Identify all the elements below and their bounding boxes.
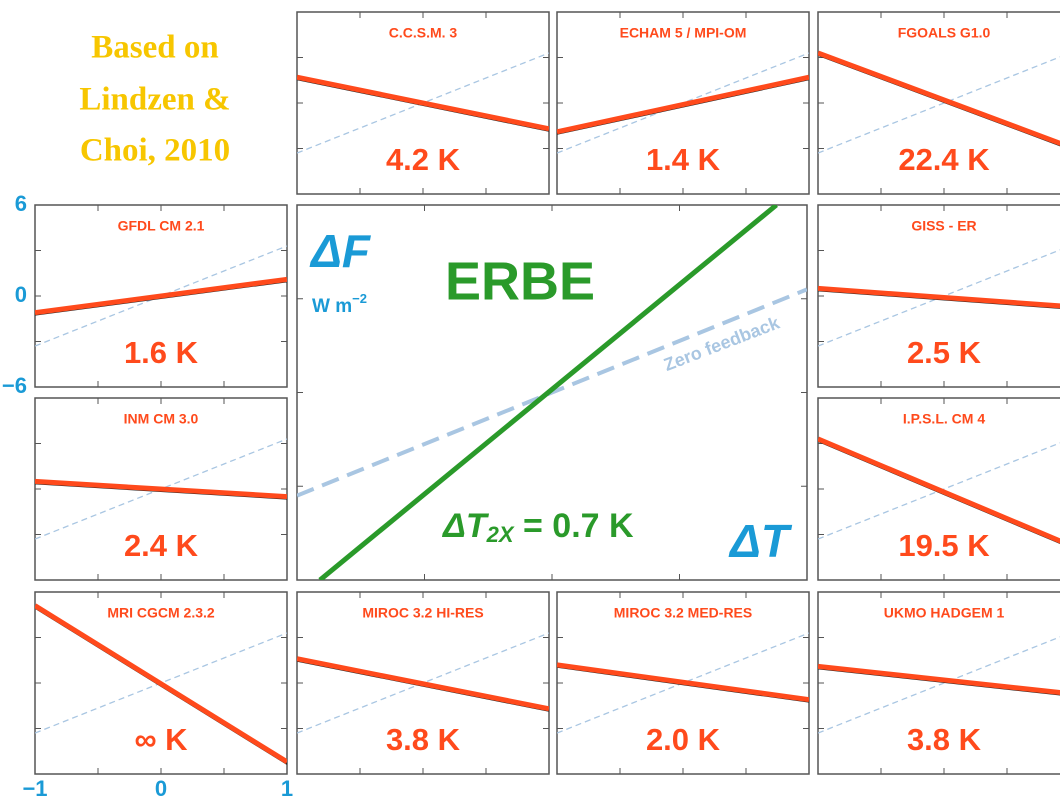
panel bbox=[35, 398, 287, 580]
panel bbox=[297, 592, 549, 774]
zero-feedback-line bbox=[818, 442, 1060, 540]
x-tick-label: 0 bbox=[155, 776, 167, 801]
sensitivity: 2.4 K bbox=[124, 528, 199, 563]
panel bbox=[818, 12, 1060, 194]
panel bbox=[818, 592, 1060, 774]
x-tick-label: 1 bbox=[281, 776, 293, 801]
panel-title: FGOALS G1.0 bbox=[898, 25, 991, 41]
result-sub: 2X bbox=[486, 522, 515, 547]
panel bbox=[818, 398, 1060, 580]
y-tick-label: 0 bbox=[15, 282, 27, 307]
y-axis-unit: W m−2 bbox=[312, 291, 367, 317]
line bbox=[818, 50, 1060, 146]
sensitivity: 2.0 K bbox=[646, 722, 721, 757]
x-tick-label: −1 bbox=[22, 776, 47, 801]
sensitivity: 3.8 K bbox=[386, 722, 461, 757]
sensitivity: 3.8 K bbox=[907, 722, 982, 757]
unit-base: W m bbox=[312, 296, 352, 317]
line bbox=[818, 285, 1060, 309]
panel-title: GISS - ER bbox=[911, 218, 976, 234]
note-line: Based on bbox=[91, 30, 218, 66]
panel-frame bbox=[817, 11, 1060, 195]
panel bbox=[297, 205, 807, 580]
result: ΔT2X = 0.7 K bbox=[441, 507, 634, 547]
panel-title: MRI CGCM 2.3.2 bbox=[107, 605, 215, 621]
panel-title: C.C.S.M. 3 bbox=[389, 25, 458, 41]
panel-title: ECHAM 5 / MPI-OM bbox=[620, 25, 747, 41]
sensitivity: 19.5 K bbox=[898, 528, 990, 563]
dataset-name: ERBE bbox=[445, 251, 595, 311]
line bbox=[818, 436, 1060, 544]
panel-title: INM CM 3.0 bbox=[124, 411, 199, 427]
line bbox=[35, 276, 287, 316]
sensitivity: 22.4 K bbox=[898, 142, 990, 177]
sensitivity: 1.4 K bbox=[646, 142, 721, 177]
sensitivity: 2.5 K bbox=[907, 335, 982, 370]
panel-title: MIROC 3.2 MED-RES bbox=[614, 605, 752, 621]
panel bbox=[557, 592, 809, 774]
panel bbox=[35, 592, 287, 774]
note-line: Choi, 2010 bbox=[80, 133, 230, 169]
y-axis-label: ΔF bbox=[309, 225, 372, 277]
unit-exp: −2 bbox=[352, 291, 367, 306]
line bbox=[557, 662, 809, 703]
erbe-line bbox=[318, 205, 778, 580]
panel-title: UKMO HADGEM 1 bbox=[884, 605, 1005, 621]
y-tick-label: −6 bbox=[2, 373, 27, 398]
panel-title: MIROC 3.2 HI-RES bbox=[362, 605, 483, 621]
sensitivity: 4.2 K bbox=[386, 142, 461, 177]
line bbox=[35, 478, 287, 500]
panel bbox=[35, 205, 287, 387]
y-tick-label: 6 bbox=[15, 191, 27, 216]
line bbox=[297, 656, 549, 712]
panel-title: I.P.S.L. CM 4 bbox=[903, 411, 985, 427]
sensitivity: ∞ K bbox=[134, 722, 188, 757]
result-rest: = 0.7 K bbox=[514, 507, 634, 545]
panel-title: GFDL CM 2.1 bbox=[118, 218, 205, 234]
panel bbox=[557, 12, 809, 194]
line bbox=[297, 74, 549, 132]
panel bbox=[818, 205, 1060, 387]
line bbox=[557, 74, 809, 135]
note-line: Lindzen & bbox=[79, 82, 230, 118]
line bbox=[818, 663, 1060, 696]
line bbox=[35, 603, 287, 764]
result-main: ΔT bbox=[441, 507, 490, 545]
panel bbox=[297, 12, 549, 194]
x-axis-label: ΔT bbox=[728, 515, 793, 567]
zero-feedback-line bbox=[818, 636, 1060, 734]
sensitivity: 1.6 K bbox=[124, 335, 199, 370]
